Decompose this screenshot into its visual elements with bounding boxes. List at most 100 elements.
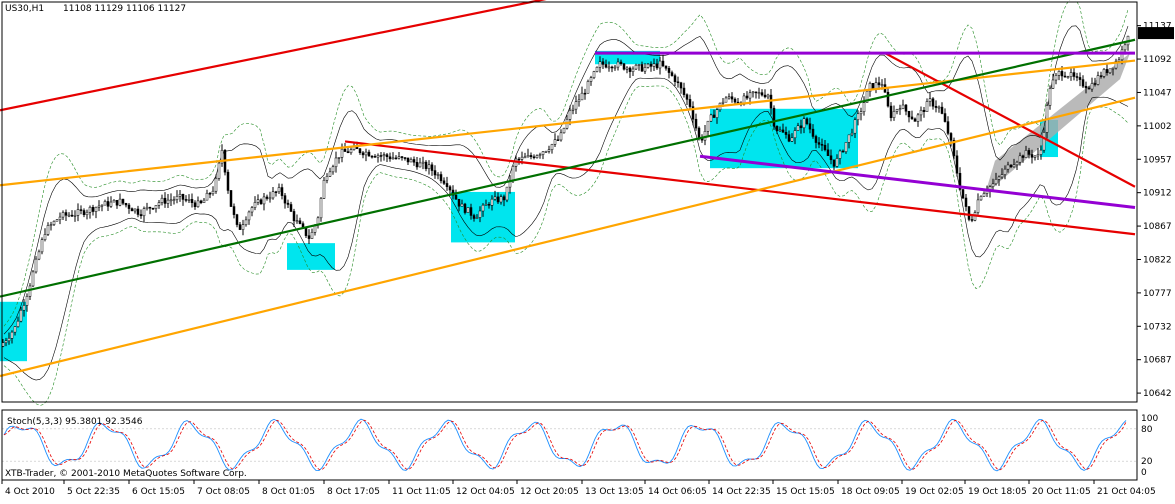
candle-body — [1039, 149, 1043, 155]
candle-body — [322, 179, 326, 199]
candle-body — [34, 258, 38, 273]
candle-body — [250, 207, 254, 213]
candle-body — [55, 219, 59, 222]
candle-body — [751, 91, 755, 94]
candle-body — [100, 204, 104, 207]
candle-body — [799, 125, 803, 129]
candle-body — [559, 132, 563, 141]
candle-body — [706, 120, 710, 132]
candle-body — [103, 201, 107, 206]
candle-body — [976, 199, 980, 213]
candle-body — [1117, 59, 1121, 62]
candle-body — [922, 109, 926, 112]
price-tick-label: 10957 — [1143, 155, 1172, 165]
candle-body — [1084, 85, 1088, 89]
candle-body — [952, 140, 956, 157]
candle-body — [625, 67, 629, 70]
candle-body — [376, 155, 380, 158]
candle-body — [946, 121, 950, 134]
candle-body — [586, 81, 590, 94]
candle-body — [838, 150, 842, 159]
candle-body — [793, 130, 797, 139]
candle-body — [637, 64, 641, 66]
price-tick-label: 10642 — [1143, 389, 1172, 399]
candle-body — [712, 114, 716, 118]
candle-body — [373, 156, 377, 158]
candle-body — [367, 151, 371, 157]
trendline-red-down-2 — [884, 52, 1136, 188]
candle-body — [1090, 83, 1094, 90]
candle-body — [1087, 87, 1091, 90]
candle-body — [961, 189, 965, 199]
candle-body — [526, 155, 530, 158]
candle-body — [997, 176, 1001, 180]
candle-body — [391, 157, 395, 160]
candle-body — [1096, 75, 1100, 85]
candle-body — [343, 148, 347, 152]
candle-body — [1060, 71, 1064, 77]
candle-body — [1024, 150, 1028, 158]
candle-body — [364, 151, 368, 156]
price-tick-label: 10822 — [1143, 255, 1172, 265]
candle-body — [634, 64, 638, 70]
candle-body — [292, 211, 296, 222]
candle-body — [118, 198, 122, 206]
candle-body — [787, 134, 791, 142]
candle-body — [10, 331, 14, 339]
candle-body — [772, 107, 776, 127]
candle-body — [331, 166, 335, 173]
candle-body — [415, 162, 419, 168]
candle-body — [253, 202, 257, 208]
candle-body — [844, 142, 848, 152]
candle-body — [301, 223, 305, 228]
candle-body — [397, 156, 401, 159]
candle-body — [505, 186, 509, 201]
candle-body — [499, 196, 503, 203]
candle-body — [193, 202, 197, 208]
candle-body — [1114, 60, 1118, 69]
candle-body — [601, 61, 605, 65]
candle-body — [790, 137, 794, 142]
candle-body — [778, 129, 782, 132]
candle-body — [274, 191, 278, 194]
price-tick-label: 10687 — [1143, 356, 1172, 366]
candle-body — [403, 157, 407, 159]
candle-body — [265, 196, 269, 199]
candle-body — [427, 164, 431, 169]
candle-body — [484, 204, 488, 206]
candle-body — [592, 71, 596, 78]
candle-body — [994, 179, 998, 185]
candle-body — [319, 198, 323, 219]
time-tick-label: 8 Oct 01:05 — [262, 487, 315, 497]
candle-body — [298, 220, 302, 224]
candle-body — [1015, 161, 1019, 166]
candle-body — [46, 225, 50, 235]
candle-body — [940, 106, 944, 114]
candle-body — [157, 202, 161, 206]
candle-body — [175, 196, 179, 200]
candle-body — [796, 125, 800, 131]
price-tick-label: 10777 — [1143, 289, 1172, 299]
candle-body — [328, 171, 332, 177]
candle-body — [898, 108, 902, 110]
candle-body — [421, 161, 425, 164]
candle-body — [382, 154, 386, 156]
candle-body — [721, 101, 725, 104]
candle-body — [340, 148, 344, 158]
time-tick-label: 11 Oct 11:05 — [392, 487, 451, 497]
candle-body — [481, 204, 485, 212]
candle-body — [349, 149, 353, 154]
candle-body — [94, 206, 98, 212]
candle-body — [472, 215, 476, 219]
candle-body — [703, 131, 707, 141]
candle-body — [1033, 155, 1037, 158]
trendline-orange-lower — [0, 96, 1136, 378]
candle-body — [211, 190, 215, 194]
candle-body — [925, 101, 929, 112]
candle-body — [172, 199, 176, 201]
candle-body — [13, 326, 17, 333]
candle-body — [73, 215, 77, 217]
candle-body — [670, 72, 674, 76]
candle-body — [154, 205, 158, 209]
candle-body — [964, 197, 968, 207]
